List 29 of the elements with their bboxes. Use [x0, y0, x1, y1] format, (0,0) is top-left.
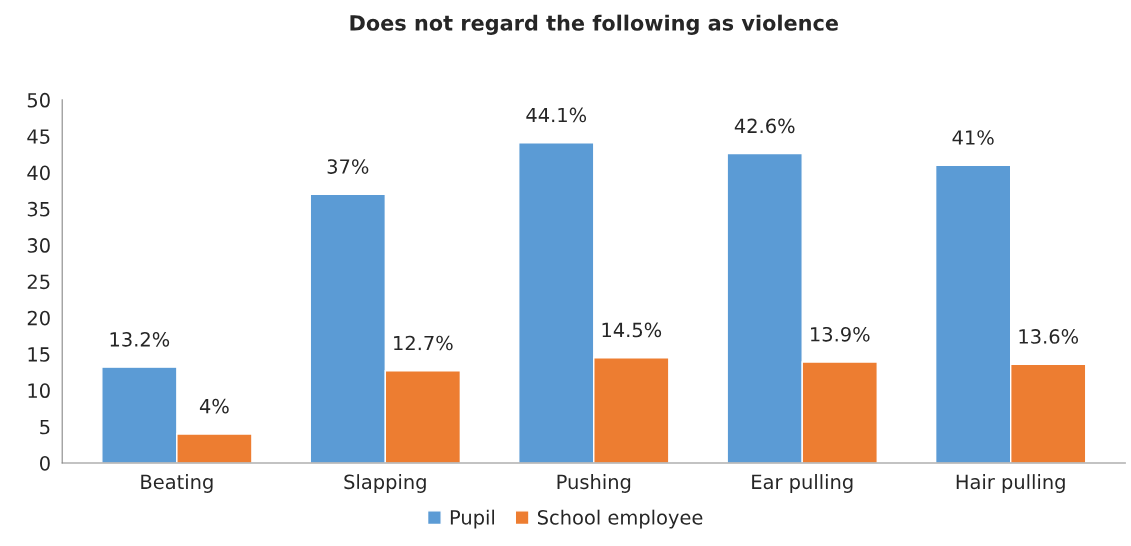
- y-tick-label: 35: [27, 201, 50, 217]
- data-label: 12.7%: [394, 335, 453, 351]
- x-tick-label: Ear pulling: [752, 474, 853, 493]
- y-tick-label: 30: [27, 238, 50, 253]
- y-tick-label: 15: [28, 347, 50, 362]
- data-label: 42.6%: [734, 118, 795, 134]
- x-tick-label: Slapping: [344, 474, 426, 493]
- data-label: 41%: [952, 130, 994, 145]
- y-tick-label: 25: [27, 274, 50, 290]
- data-label: 14.5%: [602, 322, 662, 338]
- y-tick-label: 45: [27, 129, 50, 144]
- y-tick-label: 20: [27, 310, 50, 326]
- data-label: 13.2%: [110, 332, 170, 347]
- data-label: 4%: [199, 398, 229, 414]
- y-tick-label: 10: [28, 383, 50, 399]
- y-tick-label: 5: [40, 419, 50, 435]
- x-tick-label: Pushing: [557, 474, 631, 493]
- y-tick-label: 40: [27, 165, 50, 181]
- x-tick-label: Beating: [141, 474, 213, 493]
- y-tick-label: 50: [27, 92, 50, 108]
- data-label: 13.9%: [811, 326, 870, 342]
- data-label: 44.1%: [526, 107, 587, 123]
- y-tick-label: 0: [40, 455, 50, 471]
- chart-title: Does not regard the following as violence: [350, 14, 838, 35]
- legend-label: School employee: [537, 509, 703, 529]
- data-label: 13.6%: [1019, 329, 1079, 344]
- legend-label: Pupil: [450, 509, 495, 529]
- data-label: 37%: [327, 159, 369, 174]
- x-tick-label: Hair pulling: [956, 474, 1065, 493]
